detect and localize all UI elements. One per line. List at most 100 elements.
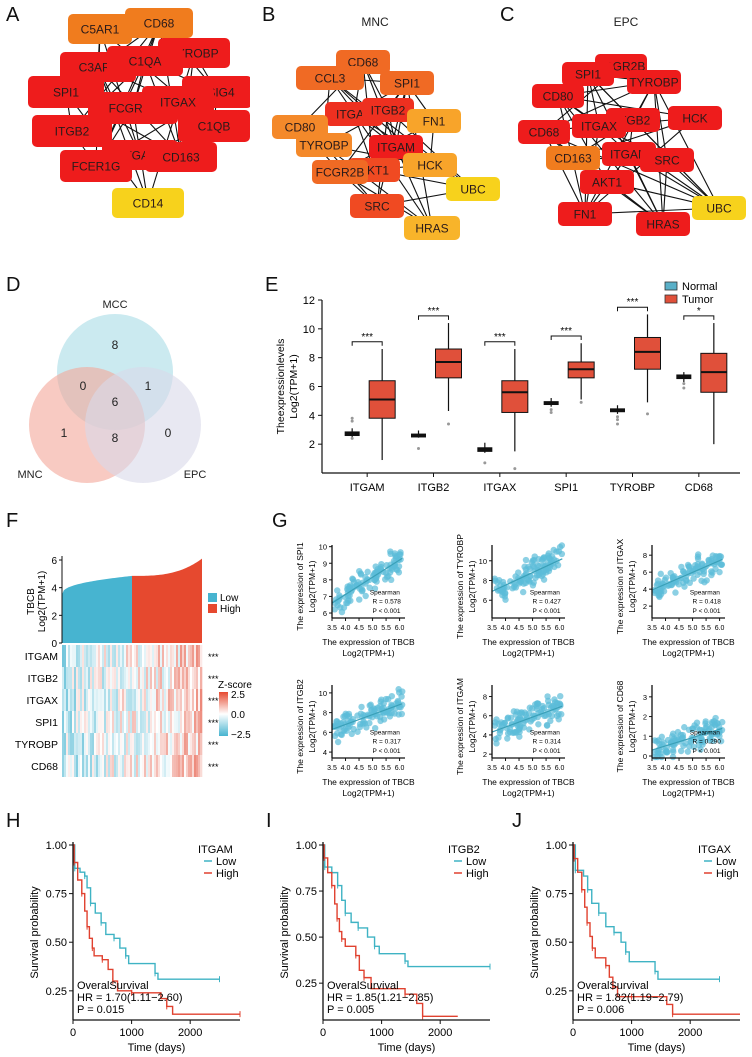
scatter-point: [540, 554, 547, 561]
panel-label-c: C: [500, 4, 515, 26]
node-box: [312, 160, 368, 184]
heatmap-cell: [154, 711, 157, 733]
node-label: FN1: [574, 208, 597, 222]
heatmap-cell: [120, 733, 123, 755]
heatmap-cell: [146, 755, 149, 777]
scatter-point: [522, 711, 529, 718]
scatter-point: [658, 753, 665, 761]
heatmap-cell: [146, 645, 149, 667]
heatmap-cell: [74, 711, 77, 733]
network-node-cd163: CD163: [145, 142, 217, 172]
heatmap-cell: [152, 711, 155, 733]
panel-label-b: B: [262, 4, 276, 26]
heatmap-cell: [176, 733, 179, 755]
scatter-point: [334, 738, 342, 746]
x-axis-label: The expression of TBCB: [482, 777, 575, 787]
method-label: Spearman: [690, 590, 720, 597]
scatter-point: [708, 571, 715, 579]
network-node-spi1: SPI1: [562, 62, 614, 86]
scatter-point: [545, 550, 552, 557]
scatter-point: [366, 584, 373, 591]
scatter-point: [684, 748, 692, 755]
heatmap-cell: [134, 733, 137, 755]
node-box: [572, 114, 626, 138]
box-outlier: [616, 415, 619, 419]
node-label: CD80: [543, 90, 574, 104]
heatmap-row-label: ITGAM: [25, 651, 58, 663]
heatmap-cell: [98, 711, 101, 733]
heatmap-cell: [126, 667, 129, 689]
heatmap-cell: [122, 733, 125, 755]
heatmap-cell: [126, 733, 129, 755]
heatmap-cell: [178, 755, 181, 777]
heatmap-cell: [128, 755, 131, 777]
box-outlier: [616, 418, 619, 422]
venn-count-all: 6: [112, 395, 119, 409]
network-title: MNC: [361, 15, 389, 29]
y-tick-label: 8: [309, 353, 315, 365]
heatmap-cell: [164, 755, 167, 777]
scatter-point: [359, 720, 367, 727]
heatmap-cell: [128, 689, 131, 711]
heatmap-cell: [182, 667, 185, 689]
heatmap-cell: [114, 755, 117, 777]
heatmap-cell: [156, 755, 159, 777]
x-tick-label: 4.5: [674, 765, 684, 772]
row-significance: ***: [208, 696, 219, 706]
scatter-point: [334, 587, 341, 594]
scatter-point: [374, 566, 381, 573]
heatmap-cell: [114, 667, 117, 689]
annotation-line: P = 0.006: [577, 1004, 624, 1016]
colorbar-title: Z-score: [218, 680, 252, 691]
heatmap-cell: [122, 667, 125, 689]
heatmap-cell: [66, 645, 69, 667]
y-tick-label: 4: [643, 585, 647, 594]
heatmap-cell: [136, 667, 139, 689]
node-box: [627, 70, 681, 94]
x-tick-label: 6.0: [555, 625, 565, 632]
x-tick-label: 3.5: [327, 625, 337, 632]
heatmap-cell: [104, 711, 107, 733]
heatmap-cell: [184, 667, 187, 689]
venn-count-mcc-only: 8: [112, 338, 119, 352]
y-tick-label: 3: [643, 693, 647, 702]
significance-bracket: [550, 335, 582, 341]
heatmap-cell: [82, 733, 85, 755]
heatmap-cell: [108, 733, 111, 755]
x-axis-label-2: Log2(TPM+1): [662, 648, 714, 658]
network-node-ubc: UBC: [446, 177, 500, 201]
heatmap-cell: [130, 689, 133, 711]
heatmap-cell: [124, 733, 127, 755]
row-significance: ***: [208, 674, 219, 684]
node-label: TYROBP: [629, 76, 678, 90]
venn-count-mcc-epc: 1: [145, 379, 152, 393]
heatmap-cell: [66, 689, 69, 711]
legend-label-low: Low: [466, 856, 486, 868]
heatmap-cell: [146, 667, 149, 689]
x-tick-label: 3.5: [647, 765, 657, 772]
x-tick-label: 4.5: [514, 625, 524, 632]
heatmap-cell: [116, 645, 119, 667]
node-box: [692, 196, 746, 220]
colorbar-tick-label: 0.0: [231, 710, 245, 721]
heatmap-cell: [78, 733, 81, 755]
heatmap-cell: [160, 689, 163, 711]
y-axis-label-2: Log2(TPM+1): [627, 560, 637, 612]
heatmap-cell: [100, 689, 103, 711]
heatmap-cell: [78, 755, 81, 777]
scatter-point: [385, 572, 392, 580]
network-node-src: SRC: [640, 148, 694, 172]
bar-area-low: [62, 575, 132, 643]
y-tick-label: 6: [483, 596, 487, 605]
annotation-line: HR = 1.85(1.21−2.85): [327, 992, 433, 1004]
y-axis-label: The expression of ITGB2: [295, 679, 305, 774]
heatmap-cell: [158, 755, 161, 777]
heatmap-cell: [200, 755, 203, 777]
y-tick-label: 2: [483, 750, 487, 759]
heatmap-row-cd68: [62, 755, 203, 777]
x-axis-label: Time (days): [378, 1042, 436, 1054]
heatmap-cell: [94, 689, 97, 711]
node-box: [407, 109, 461, 133]
